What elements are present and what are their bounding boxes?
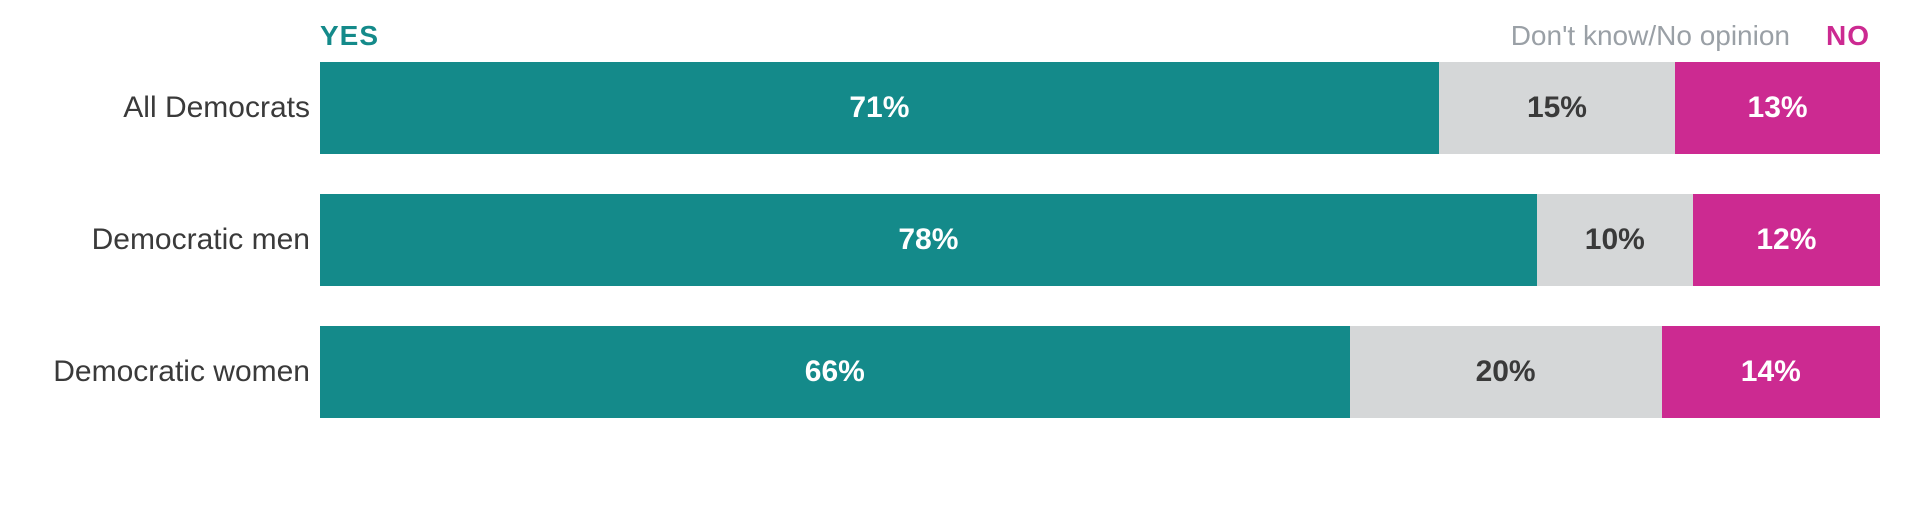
bar: 66% 20% 14%	[320, 326, 1880, 418]
segment-no: 14%	[1662, 326, 1880, 418]
segment-dontknow: 15%	[1439, 62, 1675, 154]
segment-no: 12%	[1693, 194, 1880, 286]
legend-yes: YES	[320, 20, 379, 52]
bar: 78% 10% 12%	[320, 194, 1880, 286]
row-label: All Democrats	[40, 91, 320, 125]
bar-row: Democratic men 78% 10% 12%	[40, 194, 1880, 286]
bar: 71% 15% 13%	[320, 62, 1880, 154]
segment-dontknow: 10%	[1537, 194, 1693, 286]
row-label: Democratic women	[40, 355, 320, 389]
row-label: Democratic men	[40, 223, 320, 257]
bar-row: All Democrats 71% 15% 13%	[40, 62, 1880, 154]
bar-row: Democratic women 66% 20% 14%	[40, 326, 1880, 418]
legend-row: YES Don't know/No opinion NO	[320, 20, 1870, 52]
segment-dontknow: 20%	[1350, 326, 1662, 418]
segment-yes: 71%	[320, 62, 1439, 154]
segment-yes: 78%	[320, 194, 1537, 286]
segment-yes: 66%	[320, 326, 1350, 418]
legend-no: NO	[1826, 20, 1870, 52]
stacked-bar-chart: YES Don't know/No opinion NO All Democra…	[0, 0, 1920, 458]
legend-dontknow: Don't know/No opinion	[379, 20, 1826, 52]
segment-no: 13%	[1675, 62, 1880, 154]
